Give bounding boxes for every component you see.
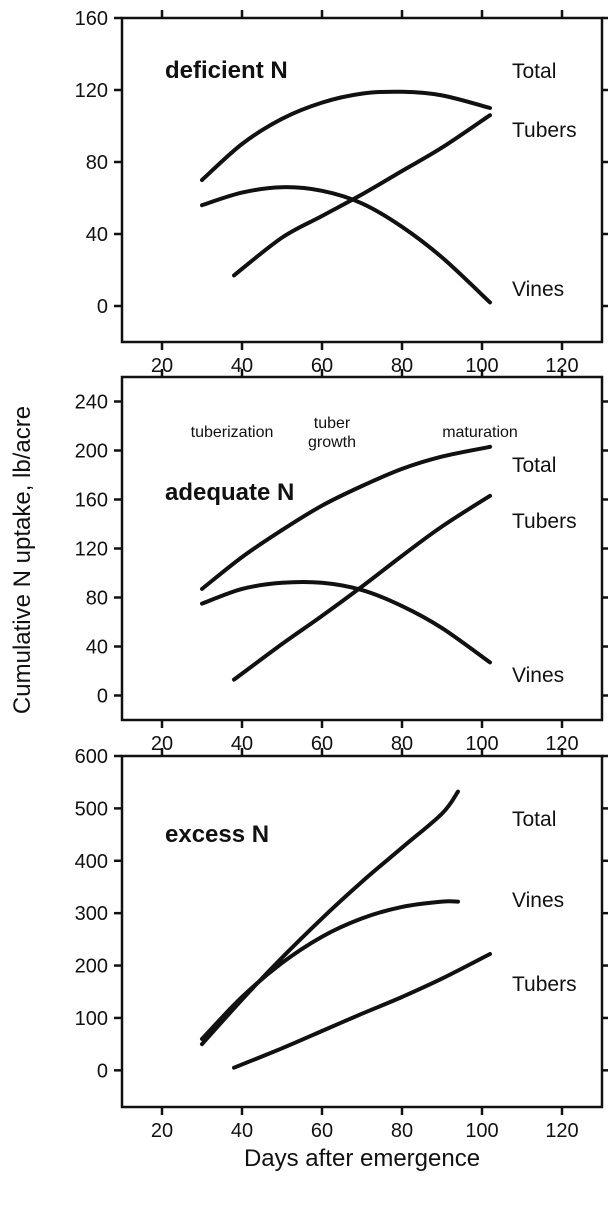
x-tick-label: 60 [311, 1120, 333, 1142]
growth-stage-label: tuber [314, 415, 351, 432]
x-tick-label: 40 [231, 1120, 253, 1142]
y-tick-label: 80 [86, 152, 108, 174]
plot-frame [120, 754, 604, 1109]
x-axis-title: Days after emergence [244, 1145, 480, 1172]
series-line-tubers [232, 493, 492, 682]
y-tick-label: 500 [75, 798, 108, 820]
growth-stage-label: maturation [442, 424, 518, 441]
series-label-vines: Vines [512, 889, 564, 912]
series-line-total [200, 89, 492, 182]
y-tick-label: 200 [75, 441, 108, 463]
series-line-total [200, 444, 492, 591]
x-tick-label: 100 [465, 1120, 498, 1142]
y-tick-label: 400 [75, 851, 108, 873]
y-tick-label: 120 [75, 539, 108, 561]
y-tick-label: 200 [75, 956, 108, 978]
plot-frame [120, 16, 604, 344]
series-label-total: Total [512, 454, 556, 477]
y-tick-label: 600 [75, 746, 108, 768]
chart-panel-1: 20 40 60 80 100 120 0 40 80 120 160 deficient N Tota… [75, 8, 608, 377]
x-tick-label: 20 [151, 355, 173, 377]
y-tick-label: 80 [86, 588, 108, 610]
series-label-tubers: Tubers [512, 119, 577, 142]
x-tick-label: 20 [151, 733, 173, 755]
x-tick-label: 120 [545, 355, 578, 377]
x-tick-label: 120 [545, 733, 578, 755]
series-label-total: Total [512, 808, 556, 831]
series-label-vines: Vines [512, 278, 564, 301]
y-tick-label: 0 [97, 1060, 108, 1082]
x-tick-label: 60 [311, 355, 333, 377]
series-line-tubers [232, 952, 492, 1070]
y-axis-title: Cumulative N uptake, lb/acre [9, 406, 36, 714]
y-tick-label: 0 [97, 296, 108, 318]
x-tick-label: 60 [311, 733, 333, 755]
x-tick-label: 80 [391, 733, 413, 755]
series-label-tubers: Tubers [512, 510, 577, 533]
y-tick-label: 120 [75, 80, 108, 102]
y-tick-label: 40 [86, 637, 108, 659]
y-tick-label: 160 [75, 490, 108, 512]
growth-stage-label: tuberization [191, 424, 274, 441]
y-tick-label: 160 [75, 8, 108, 30]
series-label-vines: Vines [512, 664, 564, 687]
panel-title: deficient N [165, 57, 288, 84]
x-tick-label: 100 [465, 355, 498, 377]
series-label-tubers: Tubers [512, 973, 577, 996]
y-tick-label: 240 [75, 392, 108, 414]
series-line-vines [200, 185, 492, 305]
series-line-vines [200, 899, 460, 1041]
growth-stage-label: growth [308, 434, 356, 451]
series-line-tubers [232, 113, 492, 278]
x-tick-label: 100 [465, 733, 498, 755]
x-tick-label: 120 [545, 1120, 578, 1142]
y-tick-label: 100 [75, 1008, 108, 1030]
x-tick-label: 80 [391, 355, 413, 377]
x-tick-label: 40 [231, 355, 253, 377]
x-tick-label: 20 [151, 1120, 173, 1142]
y-tick-label: 300 [75, 903, 108, 925]
series-label-total: Total [512, 60, 556, 83]
y-tick-label: 40 [86, 224, 108, 246]
panel-title: adequate N [165, 479, 294, 506]
series-line-vines [200, 579, 492, 665]
x-tick-label: 80 [391, 1120, 413, 1142]
panel-title: excess N [165, 821, 269, 848]
chart-panel-3: 20 40 60 80 100 120 0 100 200 300 400 500 600 excess … [75, 746, 608, 1142]
x-tick-label: 40 [231, 733, 253, 755]
y-tick-label: 0 [97, 686, 108, 708]
chart-panel-2: 20 40 60 80 100 120 0 40 80 120 160 200 240 adequate … [75, 369, 608, 755]
